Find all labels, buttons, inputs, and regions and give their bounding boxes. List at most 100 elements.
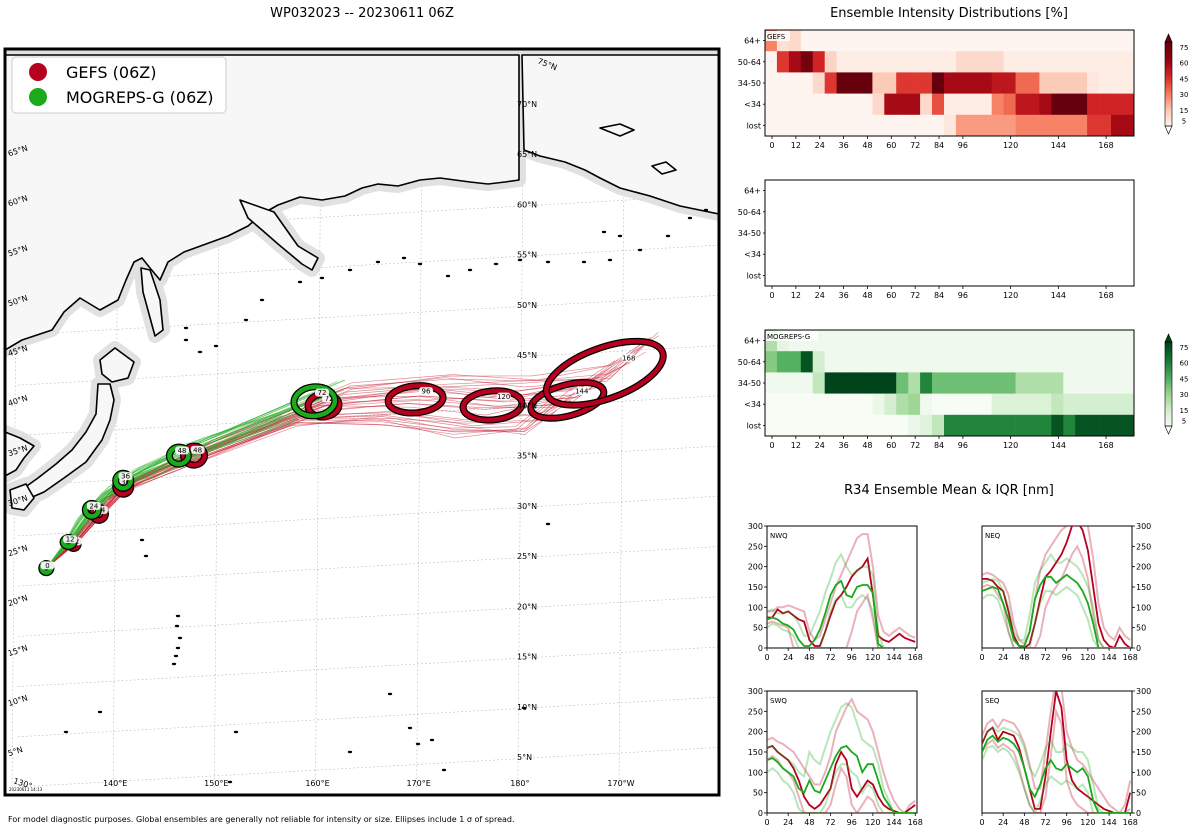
heatmap-cell [1027, 414, 1040, 437]
heatmap-cell [1039, 51, 1052, 73]
lat-label-center: 70°N [517, 100, 537, 109]
x-tick-label: 72 [910, 141, 920, 150]
heatmap-cell [896, 330, 909, 352]
colorbar-swatch [1165, 102, 1172, 106]
mogreps-r34-mean [767, 579, 916, 648]
heatmap-cell [944, 93, 957, 116]
gefs-r34-iqr_high [767, 696, 916, 813]
heatmap-cell [979, 72, 993, 94]
heatmap-cell [1063, 51, 1076, 73]
r34-frame [981, 525, 1133, 649]
nunivak-island [651, 161, 677, 175]
heatmap-cell [776, 372, 790, 394]
heatmap-cell [812, 393, 825, 416]
lat-label-center: 55°N [517, 251, 537, 260]
x-tick-label: 24 [998, 818, 1008, 827]
lat-label-left: 5°N [7, 745, 24, 758]
heatmap-cell [1003, 72, 1016, 94]
heatmap-cell [788, 51, 802, 73]
island [665, 234, 671, 238]
heatmap-cell [1099, 30, 1112, 52]
island [687, 216, 693, 220]
island [183, 326, 189, 330]
colorbar-swatch [1165, 392, 1172, 395]
y-tick-label: 50 [1136, 789, 1146, 798]
colorbar-swatch [1165, 346, 1172, 349]
island [243, 318, 249, 322]
heatmap-cell [860, 393, 873, 416]
island [177, 636, 183, 640]
colorbar-swatch [1165, 423, 1172, 427]
lat-label-center: 20°N [517, 602, 537, 611]
heatmap-cell [920, 30, 933, 52]
island [601, 230, 607, 234]
colorbar-swatch [1165, 358, 1172, 362]
heatmap-cell [800, 93, 814, 116]
colorbar-tick-label: 45 [1180, 75, 1189, 83]
heatmap-cell [1075, 51, 1088, 73]
heatmap-cell [860, 372, 873, 394]
y-tick-label: 150 [1136, 583, 1151, 592]
lon-label: 170°E [407, 779, 431, 788]
r34-quadrant-label: SEQ [985, 697, 1000, 705]
x-tick-label: 36 [838, 441, 848, 450]
gefs-r34-mean [767, 555, 916, 647]
x-tick-label: 120 [1003, 141, 1018, 150]
heatmap-cell [884, 414, 897, 437]
r34-panel: NWQ 0 24 48 72 96 120 144 168 300 250 200 150 100 50 0 [748, 522, 923, 662]
meridian-line [720, 54, 726, 787]
heatmap-cell [836, 351, 849, 373]
colorbar-swatch [1165, 111, 1172, 114]
heatmap-cell [1099, 51, 1112, 73]
y-tick-label: 0 [1136, 809, 1141, 818]
heatmap-cell [991, 51, 1004, 73]
heatmap-cell [872, 330, 885, 352]
heatmap-cell [955, 114, 969, 137]
lon-label: 140°E [103, 779, 127, 788]
heatmap-cell [860, 351, 873, 373]
heatmap-cell [800, 414, 814, 437]
heatmap-cell [991, 414, 1004, 437]
heatmap-cell [788, 372, 802, 394]
kamchatka [239, 199, 319, 271]
y-tick-label: 300 [748, 522, 763, 531]
heatmap-cell [1027, 393, 1040, 416]
heatmap-cell [967, 414, 981, 437]
gefs-r34-iqr_high [982, 526, 1131, 646]
gefs-r34-mean [982, 691, 1132, 813]
colorbar-swatch [1165, 419, 1172, 423]
x-tick-label: 144 [886, 818, 901, 827]
heatmap-cell [872, 72, 885, 94]
colorbar-swatch [1165, 54, 1172, 58]
heatmap-cell [932, 72, 945, 94]
heatmap-cell [955, 393, 969, 416]
aleutian-kuril-islands [63, 208, 709, 784]
colorbar-swatch [1165, 58, 1172, 62]
colorbar-swatch [1165, 409, 1172, 412]
heatmap-cell [836, 93, 849, 116]
lat-label-center: 45°N [517, 351, 537, 360]
x-tick-label: 24 [783, 818, 793, 827]
heatmap-cell [836, 393, 849, 416]
x-tick-label: 168 [1098, 141, 1113, 150]
heatmap-cell [1003, 393, 1016, 416]
heatmap-cell [1099, 393, 1112, 416]
heatmap-cell [788, 30, 802, 52]
intensity-category-label: 50-64 [738, 208, 761, 217]
heatmap-cell [932, 114, 945, 137]
x-tick-label: 168 [1098, 291, 1113, 300]
heatmap-cell [1099, 330, 1112, 352]
heatmap-cell [920, 114, 933, 137]
heatmap-cell [776, 414, 790, 437]
heatmap-cell [872, 30, 885, 52]
island [197, 350, 203, 354]
heatmap-cell [955, 414, 969, 437]
heatmap-cell [896, 393, 909, 416]
y-tick-label: 200 [748, 728, 763, 737]
island [521, 706, 527, 710]
heatmap-cell [955, 93, 969, 116]
colorbar-swatch [1165, 356, 1172, 360]
heatmap-cell [812, 93, 825, 116]
x-tick-label: 144 [886, 653, 901, 662]
r34-lines [982, 691, 1132, 813]
